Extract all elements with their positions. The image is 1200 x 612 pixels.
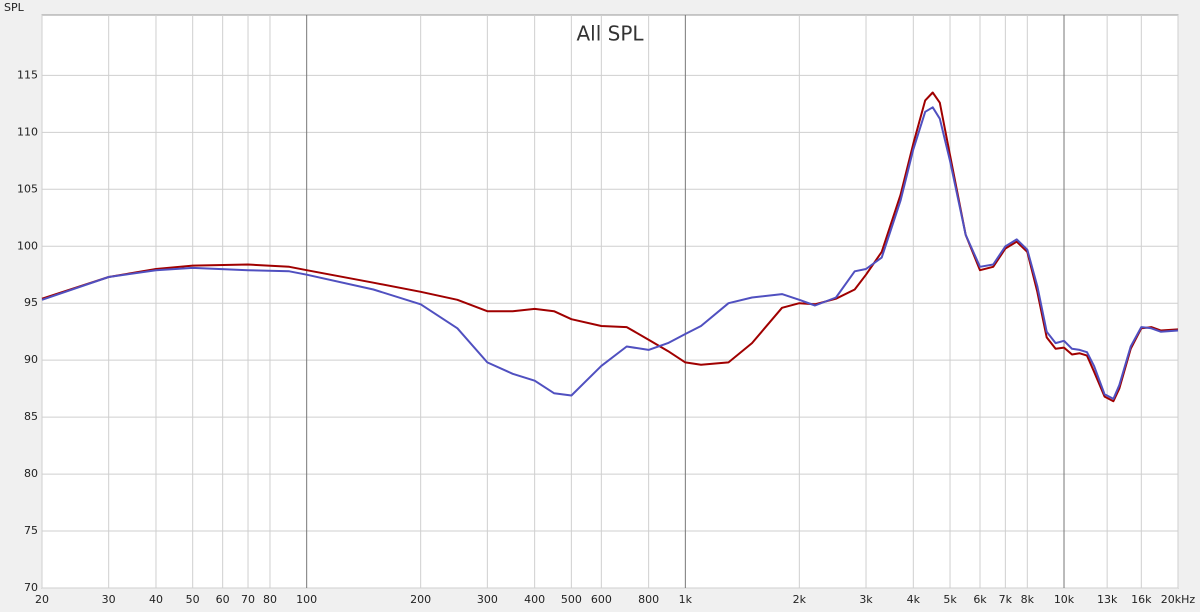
x-tick-label: 40: [149, 593, 163, 606]
x-tick-label: 500: [561, 593, 582, 606]
x-tick-label: 100: [296, 593, 317, 606]
y-tick-label: 75: [24, 524, 38, 537]
y-tick-label: 115: [17, 68, 38, 81]
x-tick-label: 5k: [943, 593, 957, 606]
x-tick-label: 6k: [973, 593, 987, 606]
x-tick-label: 1k: [679, 593, 693, 606]
x-tick-label: 300: [477, 593, 498, 606]
x-tick-label: 20: [35, 593, 49, 606]
x-tick-label: 8k: [1021, 593, 1035, 606]
x-tick-label: 3k: [859, 593, 873, 606]
y-tick-label: 110: [17, 125, 38, 138]
y-tick-label: 90: [24, 353, 38, 366]
y-tick-label: 80: [24, 467, 38, 480]
x-tick-label: 30: [102, 593, 116, 606]
x-tick-label: 400: [524, 593, 545, 606]
x-tick-label: 4k: [907, 593, 921, 606]
y-tick-label: 100: [17, 239, 38, 252]
x-tick-label: 70: [241, 593, 255, 606]
x-tick-label: 800: [638, 593, 659, 606]
y-tick-label: 105: [17, 182, 38, 195]
x-tick-label: 16k: [1131, 593, 1152, 606]
y-axis-label: SPL: [4, 1, 25, 14]
y-tick-label: 85: [24, 410, 38, 423]
plot-area: [41, 14, 1179, 589]
x-tick-label: 7k: [999, 593, 1013, 606]
x-tick-label: 50: [186, 593, 200, 606]
x-tick-label: 60: [216, 593, 230, 606]
x-tick-label: 13k: [1097, 593, 1118, 606]
x-tick-label: 80: [263, 593, 277, 606]
chart-title: All SPL: [576, 22, 644, 46]
series-line: [41, 106, 1179, 400]
x-tick-label: 20kHz: [1161, 593, 1196, 606]
x-tick-label: 10k: [1054, 593, 1075, 606]
x-tick-label: 2k: [793, 593, 807, 606]
x-tick-label: 200: [410, 593, 431, 606]
y-tick-label: 95: [24, 296, 38, 309]
y-tick-label: 70: [24, 581, 38, 594]
x-tick-label: 600: [591, 593, 612, 606]
